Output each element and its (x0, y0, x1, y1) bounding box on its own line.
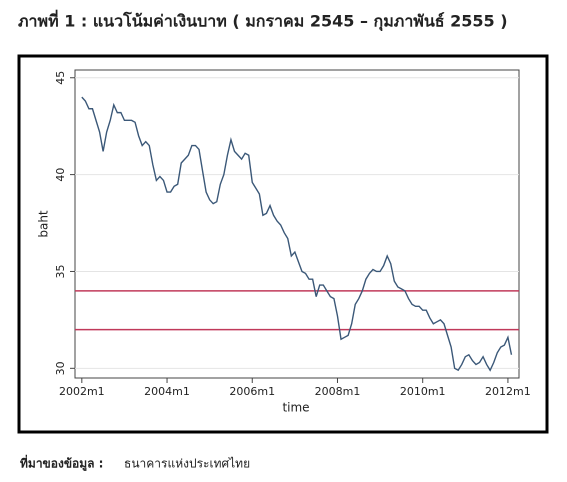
x-tick-label: 2002m1 (59, 385, 105, 398)
x-axis-title: time (282, 401, 309, 415)
x-tick-label: 2008m1 (315, 385, 361, 398)
y-tick-label: 30 (54, 361, 67, 375)
line-series (81, 96, 513, 372)
x-tick-label: 2006m1 (229, 385, 275, 398)
source: ธนาคารแห่งประเทศไทย (124, 457, 250, 471)
x-tick-label: 2010m1 (400, 385, 446, 398)
chart-title: ภาพที่ 1 : แนวโน้มค่าเงินบาท ( มกราคม 25… (18, 10, 508, 32)
x-tick-label: 2012m1 (485, 385, 531, 398)
y-tick-label: 40 (54, 168, 67, 182)
x-tick-label: 2004m1 (144, 385, 190, 398)
y-tick-label: 45 (54, 71, 67, 85)
source-label: ที่มาของข้อมูล : (20, 455, 103, 472)
y-tick-label: 35 (54, 264, 67, 278)
y-axis-title: baht (37, 210, 51, 238)
plot-area (74, 69, 520, 379)
